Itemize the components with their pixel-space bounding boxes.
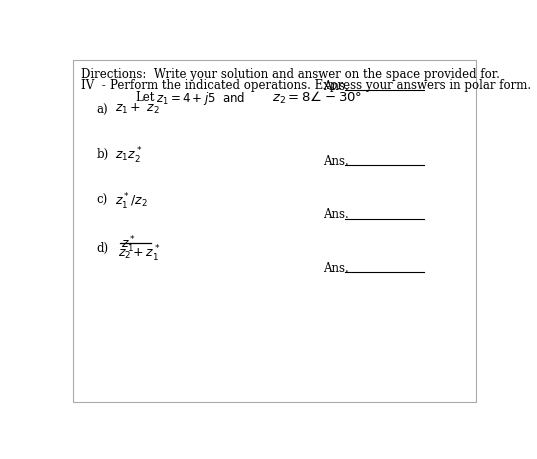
Text: c): c) (97, 193, 108, 207)
FancyBboxPatch shape (74, 61, 476, 403)
Text: $z_2 + z_1^*$: $z_2 + z_1^*$ (118, 243, 161, 263)
Text: Ans.: Ans. (323, 262, 349, 275)
Text: $z_2 = 8\angle-30°$: $z_2 = 8\angle-30°$ (272, 90, 363, 106)
Text: a): a) (97, 103, 108, 117)
Text: Ans.: Ans. (323, 208, 349, 221)
Text: Ans.: Ans. (323, 154, 349, 167)
Text: $z_1 z_2^*$: $z_1 z_2^*$ (115, 146, 143, 166)
Text: $z_1^*/z_2$: $z_1^*/z_2$ (115, 192, 148, 212)
Text: $z_1 +\ z_2$: $z_1 +\ z_2$ (115, 102, 160, 116)
Text: IV  -: IV - (81, 79, 106, 92)
Text: Directions:  Write your solution and answer on the space provided for.: Directions: Write your solution and answ… (81, 68, 500, 81)
Text: $z_1^*$: $z_1^*$ (121, 235, 136, 255)
Text: Let: Let (135, 91, 155, 104)
Text: d): d) (97, 241, 108, 254)
Text: Ans.: Ans. (323, 80, 349, 93)
Text: Perform the indicated operations. Express your answers in polar form.: Perform the indicated operations. Expres… (110, 79, 531, 92)
Text: $z_1 = 4 + j5$  and: $z_1 = 4 + j5$ and (156, 90, 245, 106)
Text: b): b) (97, 147, 109, 160)
